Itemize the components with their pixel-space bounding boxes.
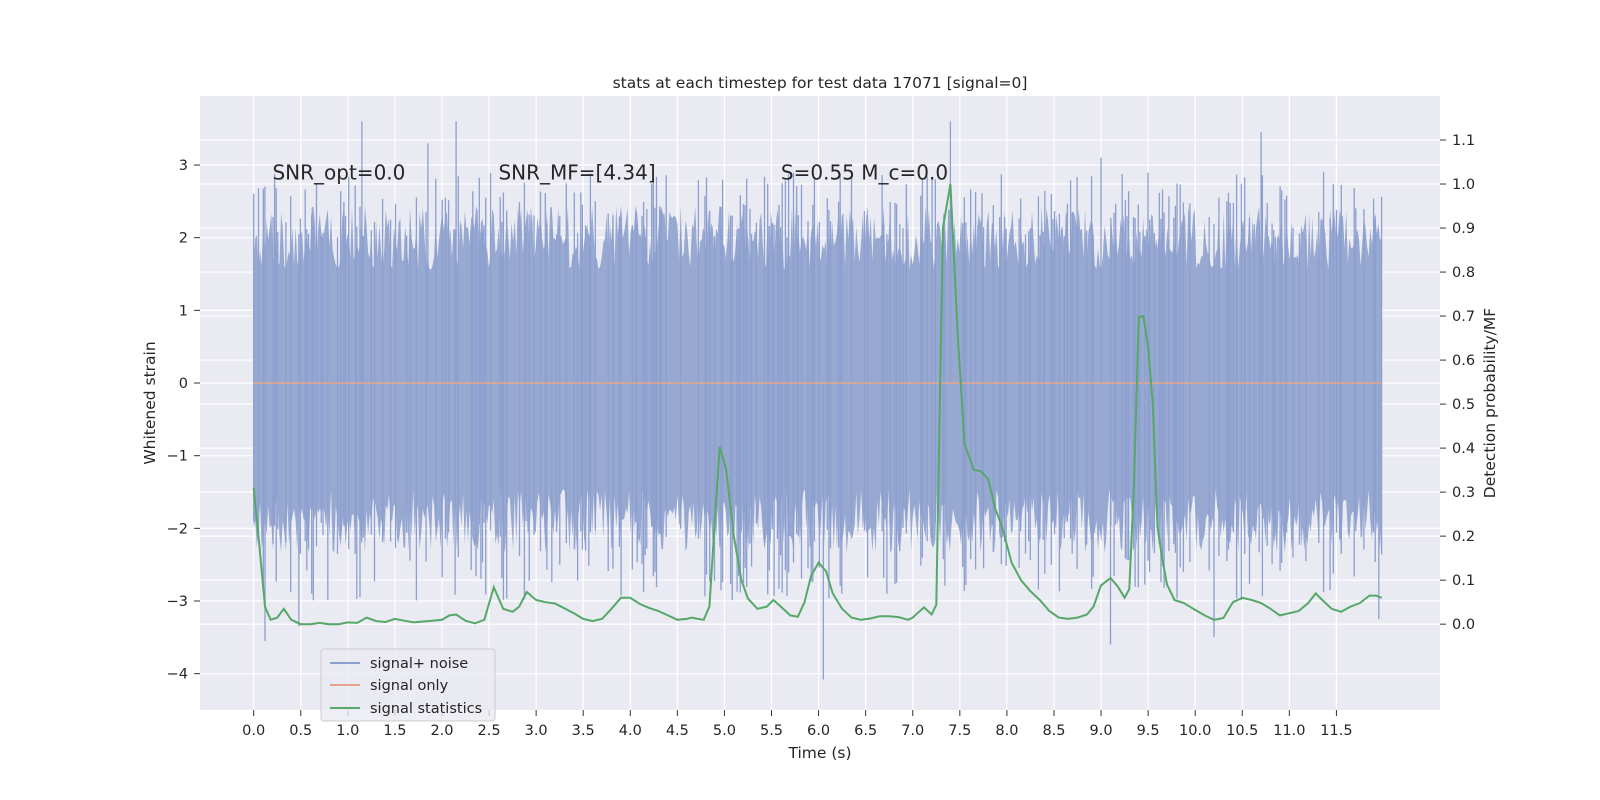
y2-tick-label: 0.8 bbox=[1452, 265, 1475, 281]
x-tick-label: 10.0 bbox=[1179, 723, 1211, 739]
y2-tick-label: 1.0 bbox=[1452, 177, 1475, 193]
signal-noise-spikes bbox=[253, 121, 1383, 680]
x-axis: 0.0 0.5 1.0 1.5 2.0 2.5 3.0 3.5 4.0 4.5 5.0 5.5 6.0 6… bbox=[242, 710, 1353, 739]
legend-label-signal-only: signal only bbox=[370, 678, 449, 694]
x-tick-label: 9.0 bbox=[1090, 723, 1113, 739]
y-tick-label: 0 bbox=[179, 376, 188, 392]
x-tick-label: 2.5 bbox=[478, 723, 501, 739]
y-tick-label: 2 bbox=[179, 231, 188, 247]
y-tick-label: −4 bbox=[167, 667, 188, 683]
y-tick-label: −3 bbox=[167, 594, 188, 610]
x-tick-label: 2.0 bbox=[430, 723, 453, 739]
x-tick-label: 5.5 bbox=[760, 723, 783, 739]
y-tick-label: −1 bbox=[167, 449, 188, 465]
x-tick-label: 0.5 bbox=[289, 723, 312, 739]
y2-tick-label: 0.9 bbox=[1452, 221, 1475, 237]
y2-tick-label: 0.3 bbox=[1452, 485, 1475, 501]
y2-axis-label: Detection probability/MF bbox=[1481, 308, 1499, 499]
y-axis: −4 −3 −2 −1 0 1 2 3 bbox=[167, 158, 200, 683]
signal-statistics-series bbox=[252, 183, 1382, 626]
x-tick-label: 1.5 bbox=[383, 723, 406, 739]
x-tick-label: 3.0 bbox=[525, 723, 548, 739]
x-tick-label: 6.0 bbox=[807, 723, 830, 739]
y2-tick-label: 0.1 bbox=[1452, 573, 1475, 589]
annotations: SNR_opt=0.0 SNR_MF=[4.34] S=0.55 M_c=0.0 bbox=[272, 161, 948, 185]
x-tick-label: 10.5 bbox=[1226, 723, 1258, 739]
y2-axis: 0.0 0.1 0.2 0.3 0.4 0.5 0.6 0.7 0.8 0.9 1.0 1.1 bbox=[1440, 133, 1475, 633]
chart-title: stats at each timestep for test data 170… bbox=[613, 74, 1028, 92]
x-tick-label: 1.0 bbox=[336, 723, 359, 739]
annotation-text: S=0.55 M_c=0.0 bbox=[781, 161, 948, 185]
x-tick-label: 0.0 bbox=[242, 723, 265, 739]
x-tick-label: 4.5 bbox=[666, 723, 689, 739]
legend-label-signal-noise: signal+ noise bbox=[370, 656, 468, 672]
x-tick-label: 7.0 bbox=[901, 723, 924, 739]
y-axis-label: Whitened strain bbox=[141, 341, 159, 464]
x-tick-label: 5.0 bbox=[713, 723, 736, 739]
signal-noise-series bbox=[253, 205, 1382, 554]
x-tick-label: 7.5 bbox=[948, 723, 971, 739]
x-tick-label: 8.0 bbox=[995, 723, 1018, 739]
y2-tick-label: 0.4 bbox=[1452, 441, 1475, 457]
x-axis-label: Time (s) bbox=[787, 744, 851, 762]
y-tick-label: 3 bbox=[179, 158, 188, 174]
x-tick-label: 9.5 bbox=[1137, 723, 1160, 739]
y2-tick-label: 0.7 bbox=[1452, 309, 1475, 325]
y2-tick-label: 1.1 bbox=[1452, 133, 1475, 149]
y-tick-label: 1 bbox=[179, 303, 188, 319]
y2-tick-label: 0.5 bbox=[1452, 397, 1475, 413]
x-tick-label: 11.5 bbox=[1320, 723, 1352, 739]
y-tick-label: −2 bbox=[167, 521, 188, 537]
x-tick-label: 3.5 bbox=[572, 723, 595, 739]
x-tick-label: 8.5 bbox=[1042, 723, 1065, 739]
y2-tick-label: 0.0 bbox=[1452, 617, 1475, 633]
y2-tick-label: 0.2 bbox=[1452, 529, 1475, 545]
legend-box bbox=[320, 648, 496, 722]
x-tick-label: 11.0 bbox=[1273, 723, 1305, 739]
annotation-text: SNR_MF=[4.34] bbox=[498, 161, 655, 185]
legend: signal+ noise signal only signal statist… bbox=[320, 648, 496, 722]
x-tick-label: 4.0 bbox=[619, 723, 642, 739]
legend-label-signal-statistics: signal statistics bbox=[370, 701, 482, 717]
annotation-text: SNR_opt=0.0 bbox=[272, 161, 405, 185]
y2-tick-label: 0.6 bbox=[1452, 353, 1475, 369]
x-tick-label: 6.5 bbox=[854, 723, 877, 739]
